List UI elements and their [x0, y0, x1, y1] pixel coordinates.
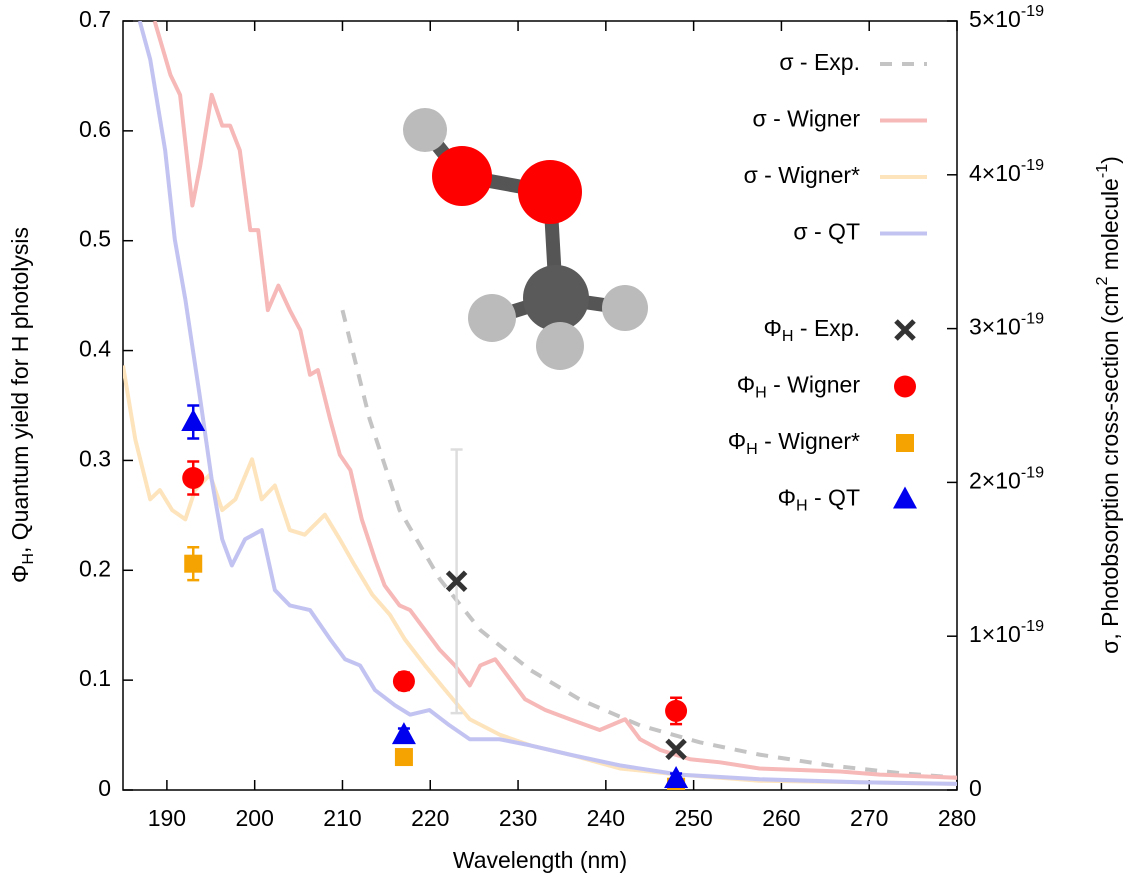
x-tick-label: 250 [674, 805, 712, 831]
x-tick-label: 270 [850, 805, 888, 831]
data-point [664, 766, 688, 788]
y-axis-label: ΦH, Quantum yield for H photolysis [7, 227, 37, 583]
x-tick-label: 280 [938, 805, 976, 831]
y-tick-label: 0 [98, 775, 111, 801]
legend-label: σ - Wigner [753, 106, 861, 132]
x-tick-label: 210 [323, 805, 361, 831]
data-point [392, 722, 416, 744]
x-tick-label: 230 [499, 805, 537, 831]
y-tick-label: 0.3 [79, 446, 111, 472]
legend-label: ΦH - Wigner [737, 372, 861, 402]
legend-label: σ - Exp. [779, 49, 860, 75]
y2-tick-label: 0 [969, 775, 982, 801]
x-axis-label: Wavelength (nm) [453, 847, 627, 873]
y2-tick-label: 5×10-19 [969, 2, 1044, 32]
x-tick-label: 190 [148, 805, 186, 831]
x-tick-label: 240 [587, 805, 625, 831]
legend-label: σ - Wigner* [744, 162, 860, 188]
data-point [393, 670, 415, 692]
sigma-curve [155, 21, 957, 778]
data-point [182, 467, 204, 489]
y-tick-label: 0.7 [79, 6, 111, 32]
y-tick-label: 0.6 [79, 116, 111, 142]
data-point [395, 748, 413, 766]
x-tick-label: 200 [235, 805, 273, 831]
legend-label: ΦH - Exp. [764, 315, 860, 345]
y2-tick-label: 4×10-19 [969, 156, 1044, 186]
data-point [665, 700, 687, 722]
y-tick-label: 0.1 [79, 665, 111, 691]
y-tick-label: 0.2 [79, 555, 111, 581]
data-point [184, 555, 202, 573]
y2-tick-label: 2×10-19 [969, 464, 1044, 494]
legend-marker [896, 321, 914, 339]
legend-marker [893, 487, 917, 509]
sigma-curve [140, 21, 957, 784]
sigma-curve [342, 310, 957, 778]
legend-label: ΦH - Wigner* [728, 428, 860, 458]
chart: Wavelength (nm) ΦH, Quantum yield for H … [0, 0, 1133, 878]
y2-tick-label: 1×10-19 [969, 617, 1044, 647]
y2-axis-label: σ, Photobsorption cross-section (cm2 mol… [1093, 156, 1123, 654]
y-tick-label: 0.5 [79, 226, 111, 252]
plot-area [123, 21, 957, 796]
y-tick-label: 0.4 [79, 336, 111, 362]
legend-marker [896, 434, 914, 452]
legend-label: ΦH - QT [778, 485, 860, 515]
x-tick-label: 220 [411, 805, 449, 831]
legend-marker [894, 376, 916, 398]
molecule [403, 108, 648, 370]
y2-tick-label: 3×10-19 [969, 310, 1044, 340]
x-tick-label: 260 [762, 805, 800, 831]
legend-label: σ - QT [793, 219, 860, 245]
